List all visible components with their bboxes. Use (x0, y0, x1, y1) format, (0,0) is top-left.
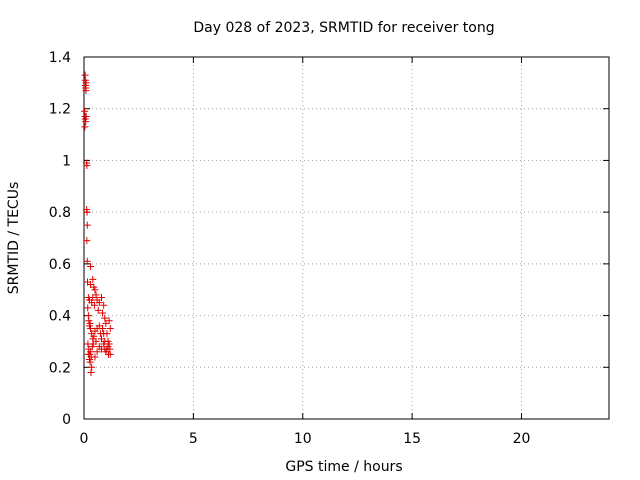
data-point (85, 356, 93, 364)
y-axis-label: SRMTID / TECUs (6, 182, 22, 295)
data-point (91, 353, 99, 361)
data-point (83, 221, 91, 229)
data-point (98, 293, 105, 301)
y-tick-label: 1 (62, 153, 71, 169)
data-point (84, 304, 92, 312)
data-point (90, 332, 98, 340)
x-tick-label: 15 (403, 431, 421, 447)
data-point (81, 123, 89, 131)
x-tick-label: 5 (189, 431, 198, 447)
data-point (91, 286, 99, 294)
data-point (82, 112, 90, 120)
data-point (82, 79, 90, 87)
data-point (89, 275, 97, 283)
data-point (105, 317, 113, 325)
data-points (81, 71, 114, 376)
x-tick-label: 20 (513, 431, 531, 447)
x-tick-label: 0 (80, 431, 89, 447)
chart-title: Day 028 of 2023, SRMTID for receiver ton… (193, 20, 494, 36)
data-point (91, 301, 98, 309)
data-point (83, 237, 91, 245)
data-point (93, 348, 101, 356)
data-point (87, 262, 95, 270)
y-tick-labels: 0 0.2 0.4 0.6 0.8 1 1.2 1.4 (49, 50, 71, 428)
y-tick-label: 1.4 (49, 50, 71, 66)
y-tick-label: 0 (62, 412, 71, 428)
y-tick-label: 0.8 (49, 205, 71, 221)
data-point (82, 87, 90, 95)
data-point (101, 314, 109, 322)
data-point (106, 350, 114, 358)
data-point (83, 208, 91, 216)
data-point (105, 340, 113, 348)
x-axis-label: GPS time / hours (285, 459, 402, 475)
data-point (100, 301, 108, 309)
data-point (99, 325, 107, 332)
data-point (84, 350, 92, 358)
axis-ticks (83, 56, 609, 420)
y-tick-label: 1.2 (49, 102, 71, 118)
data-point (95, 299, 103, 307)
y-tick-label: 0.6 (49, 257, 71, 273)
data-point (106, 325, 114, 332)
data-point (83, 162, 91, 170)
data-point (87, 368, 95, 376)
data-point (99, 309, 107, 317)
plot-frame (83, 56, 610, 420)
data-point (101, 345, 109, 353)
data-point (89, 340, 97, 348)
data-point (83, 257, 91, 265)
grid-lines (84, 57, 609, 419)
y-tick-label: 0.2 (49, 360, 71, 376)
data-point (87, 325, 95, 332)
y-tick-label: 0.4 (49, 309, 71, 325)
x-tick-label: 10 (294, 431, 312, 447)
data-point (89, 293, 97, 301)
data-point (88, 363, 96, 371)
x-tick-labels: 0 5 10 15 20 (80, 431, 531, 447)
data-point (94, 306, 102, 314)
data-point (103, 330, 111, 338)
